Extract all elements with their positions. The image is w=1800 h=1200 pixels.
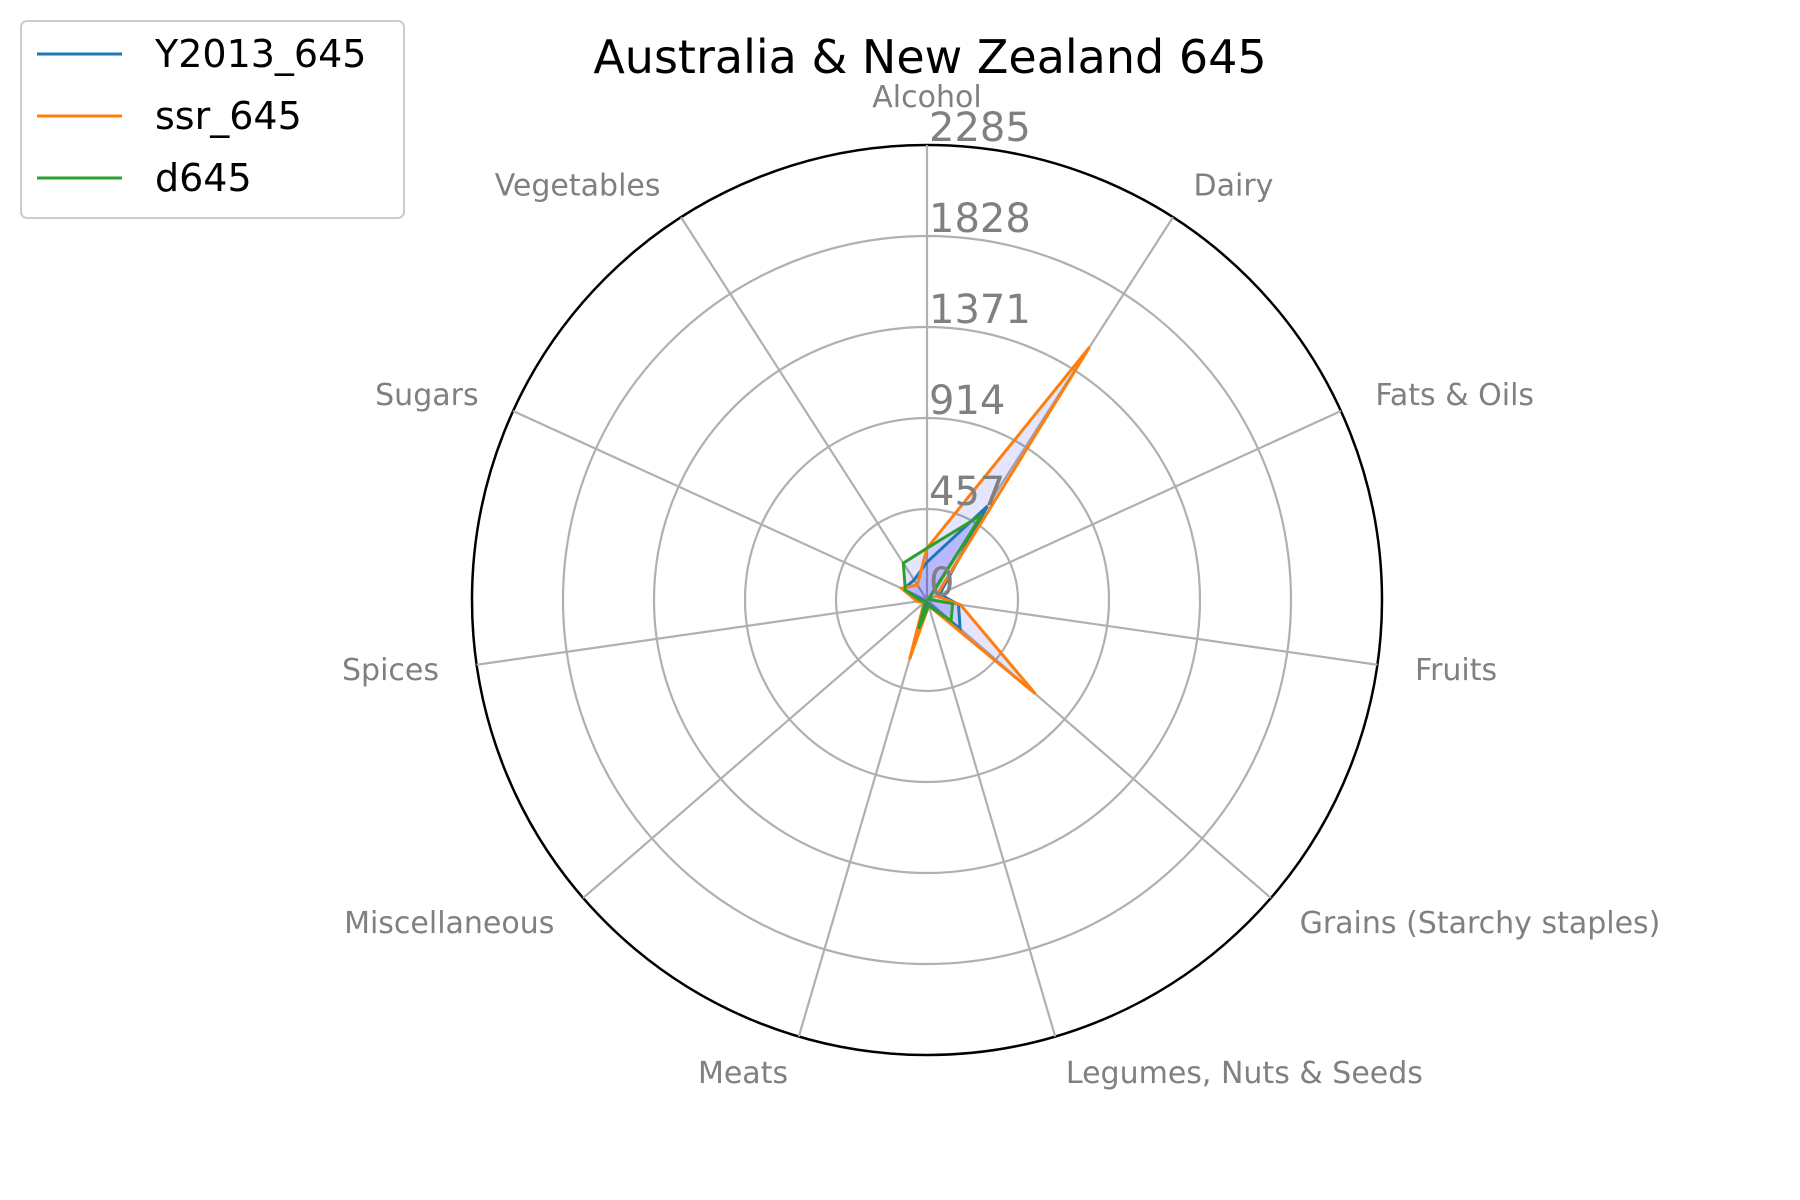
category-label: Fats & Oils	[1375, 378, 1534, 413]
category-label: Meats	[698, 1056, 788, 1091]
grid-spoke	[512, 409, 928, 602]
category-label: Miscellaneous	[344, 906, 554, 941]
series-line-d645	[901, 513, 984, 630]
category-label: Sugars	[375, 378, 478, 413]
category-label: Fruits	[1415, 653, 1497, 688]
category-label: Vegetables	[495, 168, 661, 203]
legend-label: d645	[155, 156, 252, 200]
category-labels: Alcohol Dairy Fats & Oils Fruits Grains (Sta…	[342, 80, 1660, 1091]
series-fill-ssr_645	[901, 347, 1090, 694]
radial-tick-label: 457	[929, 469, 1005, 515]
legend: Y2013_645 ssr_645 d645	[20, 20, 405, 219]
radial-tick-label: 914	[929, 378, 1005, 424]
series-lines	[898, 346, 1091, 696]
radar-grid	[470, 143, 1384, 1057]
grid-spoke	[925, 599, 1057, 1037]
category-label: Spices	[342, 653, 439, 688]
grid-spoke	[926, 598, 1378, 666]
chart-title: Australia & New Zealand 645	[593, 30, 1266, 84]
grid-spoke	[926, 409, 1342, 602]
grid-spoke	[476, 598, 928, 666]
radial-tick-labels: 0 457 914 1371 1828 2285	[929, 105, 1031, 606]
grid-spoke	[680, 216, 928, 601]
grid-spoke	[582, 599, 928, 899]
category-label: Legumes, Nuts & Seeds	[1066, 1056, 1423, 1091]
category-label: Alcohol	[872, 80, 981, 115]
radial-tick-label: 1371	[929, 287, 1031, 333]
legend-label: Y2013_645	[154, 32, 366, 76]
legend-label: ssr_645	[155, 94, 302, 138]
grid-spoke	[797, 599, 929, 1037]
radial-tick-label: 0	[929, 560, 954, 606]
radial-tick-label: 2285	[929, 105, 1031, 151]
category-label: Dairy	[1194, 168, 1274, 203]
radial-tick-label: 1828	[929, 196, 1031, 242]
category-label: Grains (Starchy staples)	[1300, 906, 1661, 941]
legend-box	[20, 20, 405, 219]
grid-spoke	[926, 599, 1272, 899]
